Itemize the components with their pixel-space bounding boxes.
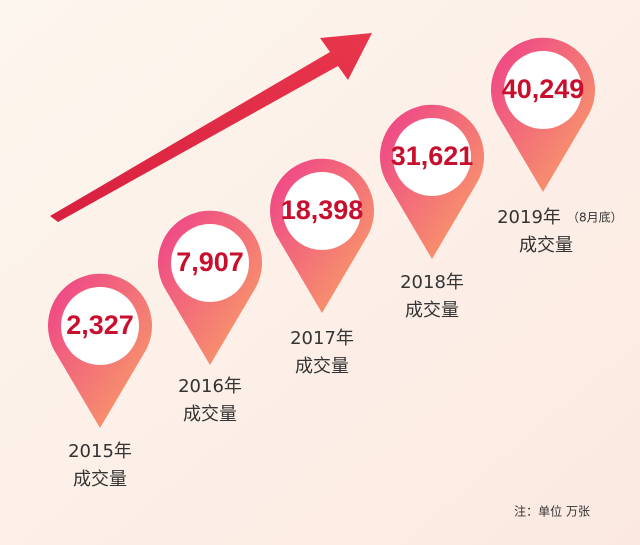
year-label: 2017年 <box>290 328 354 349</box>
value-label: 18,398 <box>281 195 364 225</box>
pin-center <box>504 51 582 129</box>
year-label: 2015年 <box>68 441 132 462</box>
year-label: 2016年 <box>178 376 242 397</box>
footnote: 注：单位 万张 <box>514 504 590 519</box>
pin-center <box>393 118 471 196</box>
metric-label: 成交量 <box>519 235 573 256</box>
value-label: 31,621 <box>391 141 474 171</box>
year-label: 2019年 <box>497 207 561 228</box>
year-note: （8月底） <box>567 210 623 225</box>
value-label: 7,907 <box>176 247 244 277</box>
pin-center <box>171 224 249 302</box>
year-label: 2018年 <box>400 272 464 293</box>
metric-label: 成交量 <box>405 300 459 321</box>
trend-arrow <box>50 33 372 222</box>
pin-center <box>61 287 139 365</box>
pin-center <box>283 172 361 250</box>
metric-label: 成交量 <box>295 356 349 377</box>
metric-label: 成交量 <box>183 404 237 425</box>
value-label: 2,327 <box>66 310 134 340</box>
value-label: 40,249 <box>502 74 585 104</box>
metric-label: 成交量 <box>73 469 127 490</box>
